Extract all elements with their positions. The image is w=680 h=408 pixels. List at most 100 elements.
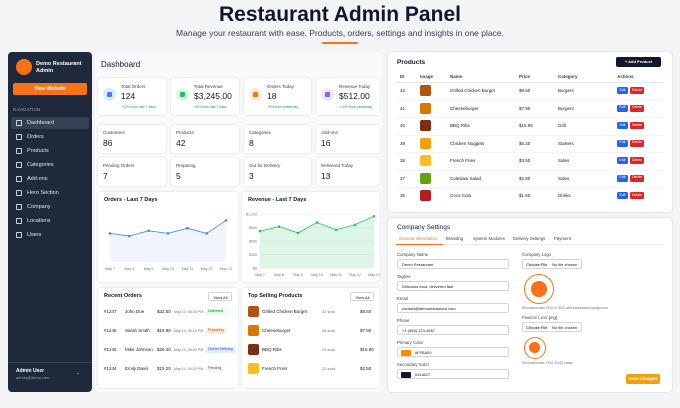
nav-label[interactable]: Categories	[27, 161, 54, 168]
save-label[interactable]: Save Changes	[628, 376, 658, 381]
edit-button[interactable]: Edit	[617, 139, 628, 147]
delete-button[interactable]: Delete	[630, 122, 644, 129]
line-area	[110, 220, 226, 262]
save-button[interactable]: Save Changes	[626, 374, 660, 384]
upload-note: Recommended: PNG or SVG with transparent…	[522, 306, 608, 310]
edit-label[interactable]: Edit	[619, 87, 626, 92]
field-value[interactable]: +1 (555) 123-4567	[402, 328, 436, 333]
field-input[interactable]: Demo Restaurant	[397, 259, 509, 269]
count-value: 8	[249, 138, 254, 148]
field-value[interactable]: contact@demorestaurant.com	[402, 306, 456, 311]
field-value[interactable]: Demo Restaurant	[402, 262, 434, 267]
stat-note: +8% from last 7 days	[194, 105, 227, 109]
edit-button[interactable]: Edit	[617, 157, 628, 164]
nav-section: NAVIGATION	[13, 107, 41, 112]
field-input[interactable]: #FF8A00	[397, 347, 509, 357]
nav-item[interactable]: Products	[11, 145, 89, 157]
nav-item[interactable]: Orders	[11, 131, 89, 143]
field-input[interactable]: #111827	[397, 369, 509, 379]
delete-label[interactable]: Delete	[631, 175, 643, 180]
edit-label[interactable]: Edit	[619, 157, 626, 162]
nav-item[interactable]: Categories	[11, 159, 89, 171]
edit-label[interactable]: Edit	[619, 140, 626, 145]
nav-item[interactable]: Users	[11, 229, 89, 241]
delete-label[interactable]: Delete	[631, 105, 643, 110]
stat-card: Total Orders 124 +12% from last 7 days	[98, 78, 166, 115]
edit-button[interactable]: Edit	[617, 104, 628, 112]
settings-tab[interactable]: General Information	[399, 236, 437, 241]
nav-label[interactable]: Add-ons	[27, 175, 48, 182]
view-all-label[interactable]: View All	[355, 294, 370, 300]
field-value[interactable]: #FF8A00	[415, 350, 432, 355]
edit-button[interactable]: Edit	[617, 122, 628, 129]
delete-label[interactable]: Delete	[631, 157, 643, 162]
settings-tab[interactable]: Payment	[554, 236, 571, 241]
delete-label[interactable]: Delete	[631, 140, 643, 145]
nav-item[interactable]: Dashboard	[11, 117, 89, 129]
view-all-button[interactable]: View All	[350, 292, 374, 301]
chart-card: Revenue - Last 7 Days $0 $300 $600 $900 $1,20…	[242, 192, 380, 282]
edit-button[interactable]: Edit	[617, 192, 628, 199]
delete-button[interactable]: Delete	[630, 174, 644, 182]
delete-button[interactable]: Delete	[630, 104, 644, 112]
stat-icon	[249, 88, 262, 101]
file-input[interactable]: Choose File No file chosen	[522, 322, 582, 332]
product-price: $15.90	[360, 346, 374, 352]
edit-label[interactable]: Edit	[619, 122, 626, 127]
nav-icon	[16, 218, 22, 224]
field-value[interactable]: Delicious food, delivered fast	[402, 284, 454, 289]
view-all-button[interactable]: View All	[208, 292, 232, 301]
nav-item[interactable]: Add-ons	[11, 173, 89, 185]
chart-title: Revenue - Last 7 Days	[248, 197, 307, 203]
file-input[interactable]: Choose File No file chosen	[522, 259, 582, 269]
file-status[interactable]: No file chosen	[552, 262, 578, 267]
settings-tab[interactable]: System Modules	[473, 236, 505, 241]
stat-card: Orders Today 18 +5% from yesterday	[244, 78, 311, 115]
view-all-label[interactable]: View All	[213, 294, 228, 300]
delete-button[interactable]: Delete	[630, 87, 644, 94]
count-label: Categories	[249, 130, 271, 135]
field-input[interactable]: contact@demorestaurant.com	[397, 303, 509, 313]
nav-label[interactable]: Hero Section	[27, 189, 59, 196]
count-card: Add-ons 16	[316, 125, 380, 153]
view-website-button[interactable]: View Website	[13, 83, 87, 95]
column-header: Image	[420, 74, 434, 79]
nav-item[interactable]: Company	[11, 201, 89, 213]
product-id: 41	[400, 105, 406, 111]
x-tick-label: May 8	[124, 267, 134, 271]
field-input[interactable]: +1 (555) 123-4567	[397, 325, 509, 335]
nav-label[interactable]: Company	[27, 203, 51, 210]
delete-button[interactable]: Delete	[630, 192, 644, 199]
add-product-label[interactable]: + Add Product	[624, 59, 653, 64]
delete-button[interactable]: Delete	[630, 139, 644, 147]
delete-label[interactable]: Delete	[631, 192, 643, 197]
delete-label[interactable]: Delete	[631, 87, 643, 92]
edit-button[interactable]: Edit	[617, 87, 628, 94]
edit-label[interactable]: Edit	[619, 175, 626, 180]
field-input[interactable]: Delicious food, delivered fast	[397, 281, 509, 291]
edit-button[interactable]: Edit	[617, 174, 628, 182]
choose-file[interactable]: Choose File	[526, 325, 548, 330]
point	[353, 223, 357, 227]
choose-file[interactable]: Choose File	[526, 262, 548, 267]
nav-label[interactable]: Dashboard	[27, 119, 54, 126]
add-product-button[interactable]: + Add Product	[616, 57, 661, 67]
stat-value: 124	[121, 91, 136, 101]
settings-tab[interactable]: Delivery Settings	[513, 236, 546, 241]
count-card: Out for Delivery 3	[244, 158, 311, 186]
edit-label[interactable]: Edit	[619, 105, 626, 110]
delete-label[interactable]: Delete	[631, 122, 643, 127]
nav-label[interactable]: Products	[27, 147, 49, 154]
edit-label[interactable]: Edit	[619, 192, 626, 197]
nav-label[interactable]: Locations	[27, 217, 51, 224]
nav-item[interactable]: Hero Section	[11, 187, 89, 199]
field-value[interactable]: #111827	[415, 372, 430, 377]
nav-label[interactable]: Orders	[27, 133, 44, 140]
nav-label[interactable]: Users	[27, 231, 42, 238]
product-name: Grilled Chicken Burger	[262, 308, 308, 314]
settings-tab[interactable]: Branding	[446, 236, 464, 241]
delete-button[interactable]: Delete	[630, 157, 644, 164]
file-status[interactable]: No file chosen	[552, 325, 578, 330]
nav-item[interactable]: Locations	[11, 215, 89, 227]
view-website-label[interactable]: View Website	[34, 85, 66, 92]
